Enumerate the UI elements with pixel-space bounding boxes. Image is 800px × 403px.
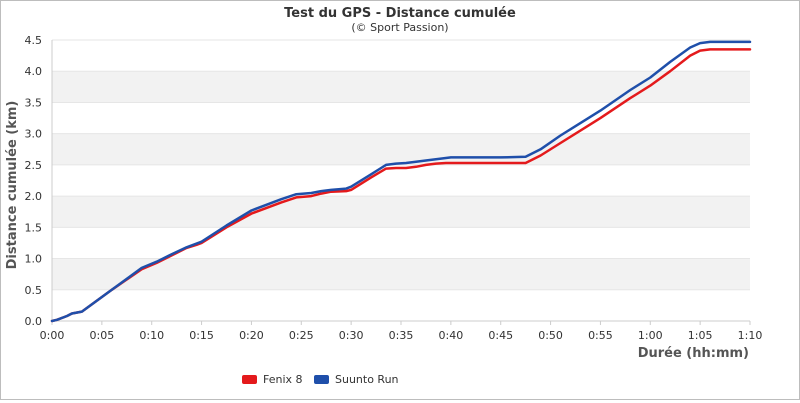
y-axis-ticks: 0.0 0.5 1.0 1.5 2.0 2.5 3.0 3.5 4.0 4.5 (25, 34, 43, 328)
grid-band (52, 258, 750, 290)
y-tick-label: 2.5 (25, 159, 43, 172)
legend-label: Suunto Run (335, 373, 399, 386)
legend-label: Fenix 8 (263, 373, 303, 386)
x-tick-label: 0:15 (189, 329, 214, 342)
chart-title: Test du GPS - Distance cumulée (284, 6, 516, 21)
x-tick-label: 1:10 (738, 329, 763, 342)
series-line-suunto-run (50, 40, 752, 323)
grid-bands (51, 39, 750, 322)
y-tick-label: 4.0 (25, 65, 43, 78)
x-tick-label: 1:00 (638, 329, 663, 342)
x-tick-label: 0:30 (339, 329, 364, 342)
y-axis-title: Distance cumulée (km) (5, 101, 20, 270)
grid-band (52, 71, 750, 103)
x-tick-label: 1:05 (688, 329, 713, 342)
y-tick-label: 1.5 (25, 221, 43, 234)
x-axis-ticks: 0:00 0:05 0:10 0:15 0:20 0:25 0:30 0:35 0:40 0:45… (40, 321, 763, 342)
x-axis-title: Durée (hh:mm) (638, 346, 749, 361)
y-tick-label: 3.5 (25, 96, 43, 109)
x-tick-label: 0:45 (488, 329, 513, 342)
x-tick-label: 0:40 (439, 329, 464, 342)
legend-swatch (314, 375, 329, 384)
x-tick-label: 0:55 (588, 329, 613, 342)
y-tick-label: 0.5 (25, 284, 43, 297)
y-tick-label: 1.0 (25, 253, 43, 266)
grid-band (52, 196, 750, 228)
chart-legend: Fenix 8 Suunto Run (242, 373, 399, 386)
y-tick-label: 0.0 (25, 315, 43, 328)
x-tick-label: 0:35 (389, 329, 414, 342)
x-tick-label: 0:05 (90, 329, 115, 342)
x-tick-label: 0:00 (40, 329, 65, 342)
x-tick-label: 0:25 (289, 329, 314, 342)
x-tick-label: 0:10 (139, 329, 164, 342)
legend-swatch (242, 375, 257, 384)
series-lines (50, 40, 752, 323)
chart-subtitle: (© Sport Passion) (351, 21, 448, 34)
x-tick-label: 0:50 (538, 329, 563, 342)
grid-band (52, 133, 750, 165)
y-tick-label: 2.0 (25, 190, 43, 203)
y-tick-label: 3.0 (25, 128, 43, 141)
x-tick-label: 0:20 (239, 329, 264, 342)
y-tick-label: 4.5 (25, 34, 43, 47)
